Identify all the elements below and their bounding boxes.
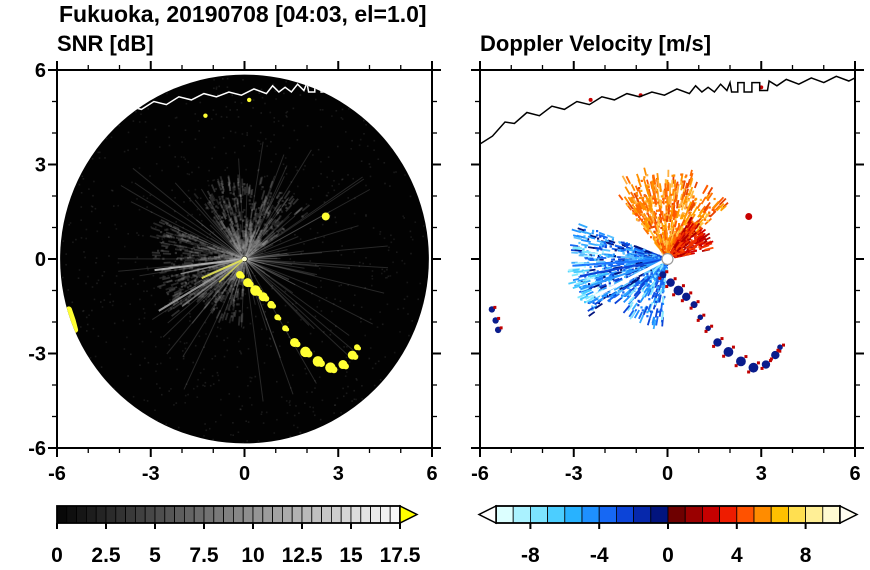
doppler-x-tick-label: 0 (662, 463, 673, 485)
doppler-colorbar-over-arrow (839, 504, 859, 525)
doppler-colorbar-tick-label: 4 (731, 544, 743, 567)
snr-colorbar-tick-label: 12.5 (282, 544, 323, 567)
snr-y-tick-label: -3 (28, 344, 46, 366)
doppler-panel: -6 -3 0 3 6 (471, 61, 864, 485)
snr-colorbar: 0 2.5 5 7.5 10 12.5 15 17.5 (51, 504, 421, 567)
doppler-x-tick-label: -3 (565, 463, 583, 485)
doppler-isolated-echo (745, 212, 753, 220)
doppler-x-tick-label: -6 (471, 463, 489, 485)
doppler-colorbar-tick-label: -8 (521, 544, 540, 567)
snr-edge-echo (65, 306, 79, 333)
doppler-colorbar-tick-label: 8 (800, 544, 812, 567)
doppler-echo-layer (480, 75, 855, 374)
snr-y-tick-label: 0 (35, 249, 46, 271)
doppler-colorbar-tick-label: 0 (662, 544, 674, 567)
doppler-radar-site-dot (661, 252, 674, 266)
snr-x-tick-label: -3 (142, 463, 160, 485)
snr-colorbar-tick-label: 7.5 (189, 544, 219, 567)
snr-colorbar-tick-label: 17.5 (380, 544, 421, 567)
snr-echo-layer (60, 75, 429, 444)
doppler-colorbar-tick-label: -4 (590, 544, 609, 567)
doppler-x-tick-label: 3 (756, 463, 767, 485)
doppler-colorbar: -8 -4 0 4 8 (477, 504, 859, 567)
snr-colorbar-tick-label: 0 (51, 544, 63, 567)
snr-x-tick-label: 3 (333, 463, 344, 485)
snr-x-tick-label: -6 (48, 463, 66, 485)
snr-x-tick-label: 0 (239, 463, 250, 485)
snr-colorbar-over-arrow (399, 504, 419, 525)
snr-isolated-echo (321, 212, 330, 221)
snr-panel-title: SNR [dB] (57, 31, 154, 56)
doppler-x-tick-label: 6 (849, 463, 860, 485)
snr-colorbar-tick-label: 5 (149, 544, 161, 567)
doppler-colorbar-under-arrow (477, 504, 497, 525)
figure-title: Fukuoka, 20190708 [04:03, el=1.0] (59, 1, 427, 27)
snr-panel: -6 -3 0 3 6 -6 -3 0 3 6 (28, 60, 441, 485)
snr-colorbar-tick-label: 2.5 (91, 544, 121, 567)
doppler-ticks (471, 61, 864, 457)
snr-ticks (48, 61, 441, 457)
snr-y-tick-label: 3 (35, 155, 46, 177)
snr-y-tick-label: 6 (35, 60, 46, 82)
snr-radar-site-dot (242, 256, 247, 262)
snr-y-tick-label: -6 (28, 438, 46, 460)
snr-x-tick-label: 6 (426, 463, 437, 485)
doppler-panel-title: Doppler Velocity [m/s] (480, 31, 712, 56)
snr-colorbar-tick-label: 10 (241, 544, 264, 567)
snr-colorbar-tick-label: 15 (339, 544, 363, 567)
doppler-coastline (480, 75, 855, 145)
